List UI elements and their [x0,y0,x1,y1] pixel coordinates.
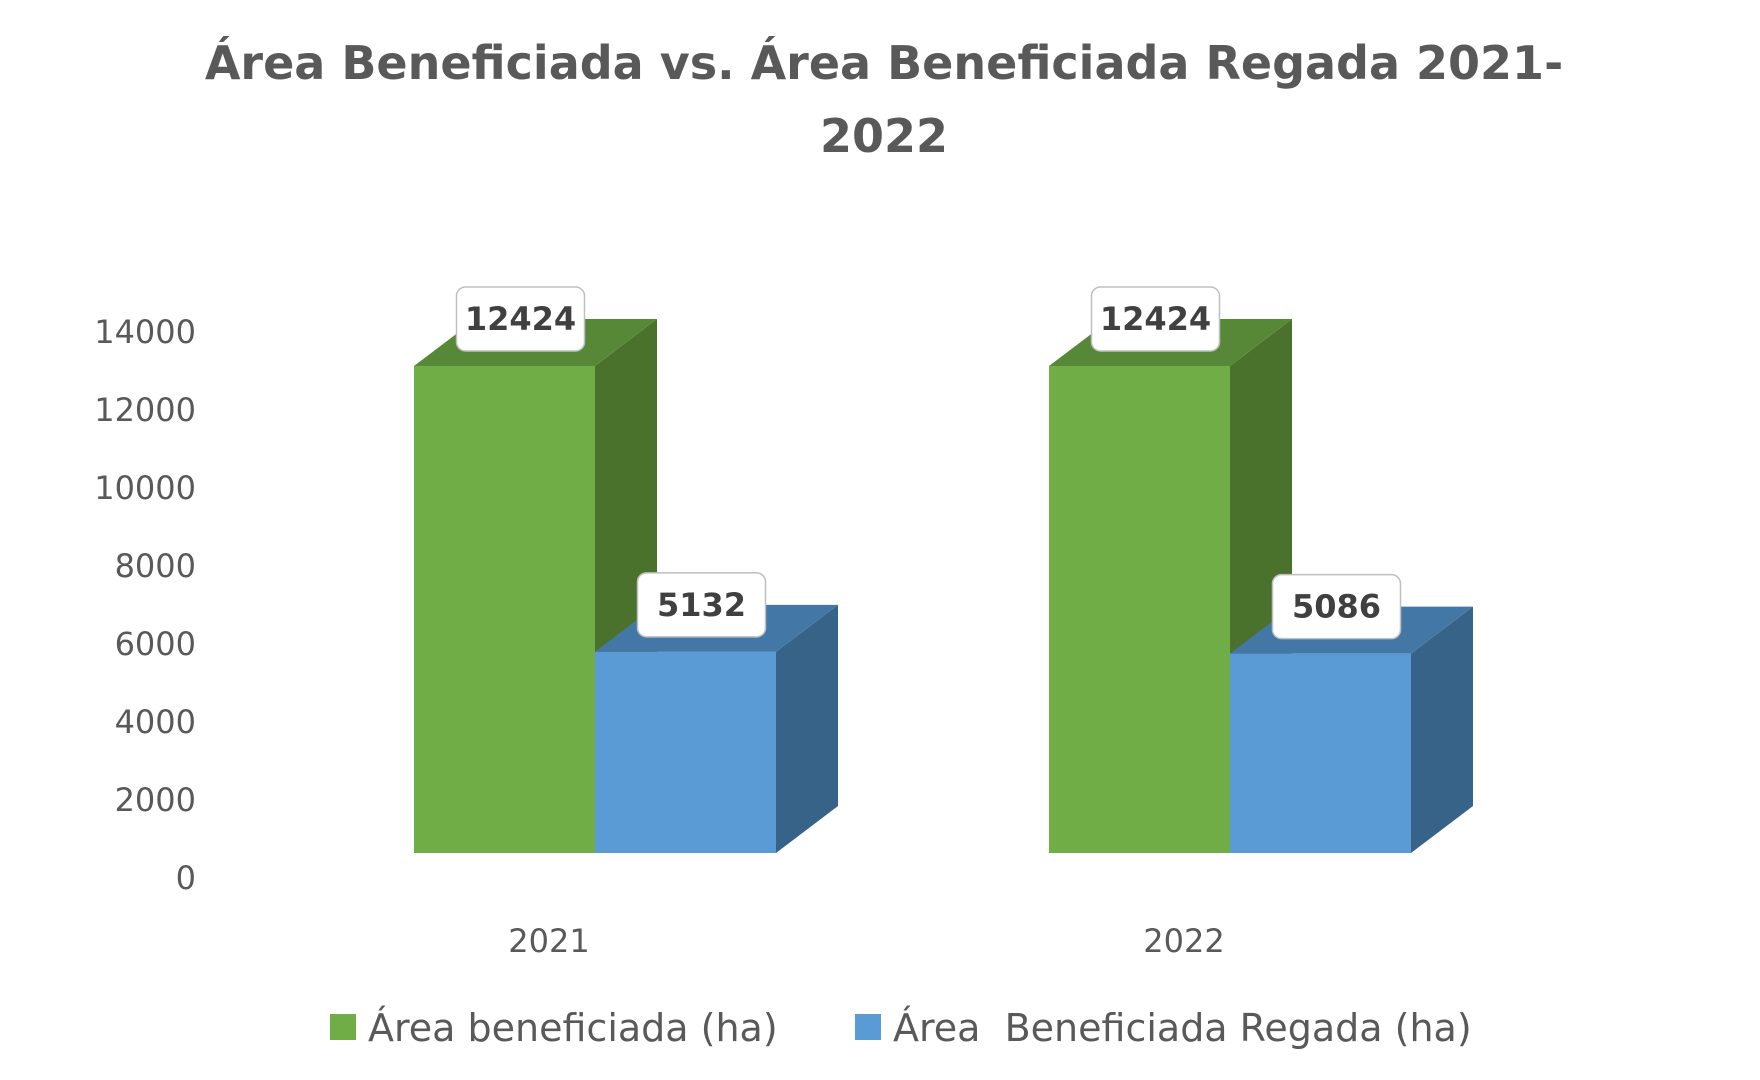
data-label-value: 12424 [465,300,576,338]
data-label: 5086 [1271,573,1402,640]
y-tick-label: 14000 [94,313,196,351]
chart-title-line-2: 2022 [820,109,948,163]
data-label-value: 5086 [1292,588,1381,626]
data-label-value: 12424 [1100,300,1211,338]
bar-side-face [776,604,838,853]
y-tick-label: 2000 [115,781,196,819]
data-label: 12424 [1090,286,1221,352]
legend-item: Área beneficiada (ha) [330,1006,778,1050]
y-tick-label: 6000 [115,625,196,663]
y-tick-label: 0 [176,859,196,897]
data-label-box [1271,573,1402,640]
legend-swatch [330,1014,356,1040]
y-axis: 0 2000 4000 6000 8000 10000 12000 14000 [94,313,196,897]
legend: Área beneficiada (ha) Área Beneficiada Re… [330,1006,1472,1050]
y-tick-label: 8000 [115,547,196,585]
x-tick-label: 2022 [1143,922,1224,960]
y-tick-label: 4000 [115,703,196,741]
data-label-box [636,572,767,638]
bars [414,318,1473,853]
data-label: 5132 [636,572,767,638]
data-label-value: 5132 [657,586,746,624]
legend-item: Área Beneficiada Regada (ha) [855,1006,1472,1050]
bar-front-face [1049,365,1230,853]
data-label-box [455,286,586,352]
bar-side-face [1411,606,1473,853]
y-tick-label: 10000 [94,469,196,507]
legend-label: Área Beneficiada Regada (ha) [893,1006,1472,1050]
data-label: 12424 [455,286,586,352]
bar-front-face [414,365,595,853]
bar-area-regada-2021 [595,604,838,853]
x-axis: 2021 2022 [508,922,1224,960]
legend-swatch [855,1014,881,1040]
y-tick-label: 12000 [94,391,196,429]
data-label-box [1090,286,1221,352]
legend-label: Área beneficiada (ha) [368,1006,778,1050]
x-tick-label: 2021 [508,922,589,960]
bar-front-face [595,651,776,853]
data-labels: 12424 5132 12424 5086 [455,286,1402,640]
chart-title-line-1: Área Beneficiada vs. Área Beneficiada Re… [205,36,1563,90]
bar-area-regada-2022 [1230,606,1473,853]
bar-front-face [1230,653,1411,853]
